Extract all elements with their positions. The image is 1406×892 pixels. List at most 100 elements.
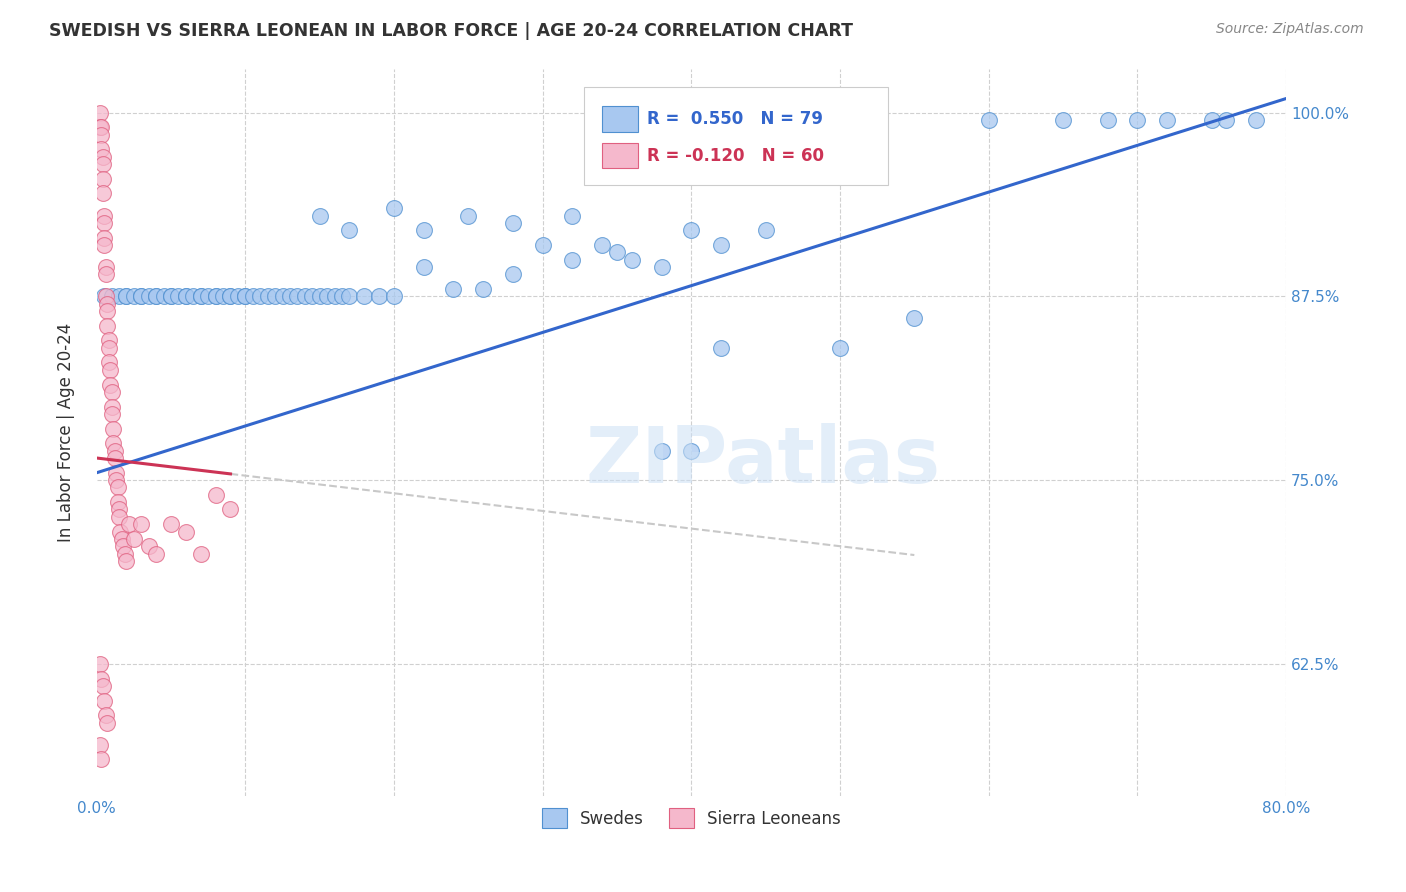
Point (90, 142, 112, 156)
Point (828, 341, 851, 355)
Point (160, 289, 183, 303)
Point (93, 289, 115, 303)
Point (91, 157, 114, 171)
Point (1156, 112, 1178, 127)
Point (1244, 112, 1267, 127)
Point (330, 289, 353, 303)
Point (591, 238, 613, 252)
Point (323, 289, 346, 303)
Point (339, 223, 361, 237)
Point (112, 539, 135, 553)
Point (212, 289, 235, 303)
Point (107, 495, 129, 509)
Text: R =  0.550   N = 79: R = 0.550 N = 79 (647, 111, 824, 128)
Point (219, 502, 242, 516)
Point (93, 230, 115, 244)
Point (472, 282, 495, 296)
Point (294, 289, 316, 303)
Point (96, 318, 118, 333)
Point (183, 289, 205, 303)
Point (681, 443, 703, 458)
Point (89, 120, 111, 135)
Point (903, 311, 925, 326)
Point (145, 547, 167, 561)
Point (382, 289, 405, 303)
Point (93, 693, 115, 707)
Point (1097, 112, 1119, 127)
FancyBboxPatch shape (585, 87, 887, 185)
Point (94, 289, 117, 303)
Point (204, 488, 226, 502)
Point (264, 289, 287, 303)
Point (339, 289, 361, 303)
Text: ZIPatlas: ZIPatlas (585, 424, 941, 500)
Point (98, 377, 121, 392)
Point (190, 547, 212, 561)
Point (308, 289, 330, 303)
Point (131, 517, 153, 532)
Point (91, 679, 114, 693)
Y-axis label: In Labor Force | Age 20-24: In Labor Force | Age 20-24 (58, 323, 75, 542)
Point (103, 443, 125, 458)
Text: Source: ZipAtlas.com: Source: ZipAtlas.com (1216, 22, 1364, 37)
Point (301, 289, 323, 303)
Point (308, 209, 330, 223)
Point (110, 524, 132, 539)
Point (91, 150, 114, 164)
Bar (602, 106, 638, 132)
Point (174, 289, 197, 303)
Point (160, 517, 183, 532)
Point (97, 355, 120, 369)
Point (457, 209, 479, 223)
Point (316, 289, 339, 303)
Point (249, 289, 271, 303)
Point (89, 738, 111, 752)
Point (93, 209, 115, 223)
Point (412, 223, 434, 237)
Point (90, 120, 112, 135)
Point (115, 289, 138, 303)
Point (353, 289, 375, 303)
Point (242, 289, 264, 303)
Point (100, 407, 122, 421)
Point (681, 223, 703, 237)
Point (160, 289, 183, 303)
Point (90, 128, 112, 142)
Point (96, 304, 118, 318)
Point (108, 509, 131, 524)
Point (1201, 112, 1223, 127)
Point (174, 289, 197, 303)
Point (219, 289, 242, 303)
Point (561, 252, 583, 267)
Point (278, 289, 301, 303)
Point (101, 422, 124, 436)
Point (167, 289, 190, 303)
Point (96, 715, 118, 730)
Point (606, 245, 628, 260)
Point (96, 296, 118, 310)
Point (108, 502, 131, 516)
Point (131, 289, 153, 303)
Point (108, 289, 131, 303)
Point (204, 289, 226, 303)
Point (93, 216, 115, 230)
Point (145, 289, 167, 303)
Point (100, 289, 122, 303)
Text: SWEDISH VS SIERRA LEONEAN IN LABOR FORCE | AGE 20-24 CORRELATION CHART: SWEDISH VS SIERRA LEONEAN IN LABOR FORCE… (49, 22, 853, 40)
Point (131, 289, 153, 303)
Point (197, 289, 219, 303)
Point (1215, 112, 1237, 127)
Point (105, 466, 128, 480)
Point (90, 672, 112, 686)
Point (235, 289, 257, 303)
Point (98, 363, 121, 377)
Point (190, 289, 212, 303)
Point (226, 289, 249, 303)
Point (115, 554, 138, 568)
Point (256, 289, 278, 303)
Point (235, 289, 257, 303)
Point (152, 289, 174, 303)
Point (89, 657, 111, 671)
Point (103, 450, 125, 465)
Point (94, 268, 117, 282)
